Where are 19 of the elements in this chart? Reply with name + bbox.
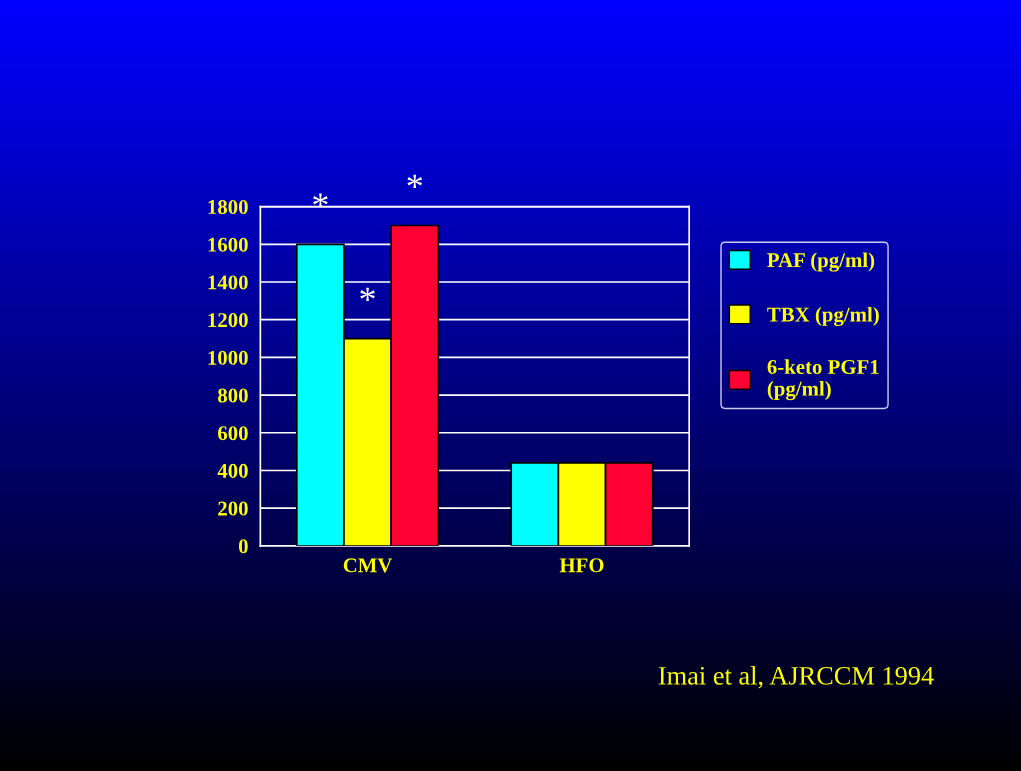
legend-label: PAF (pg/ml) xyxy=(767,252,875,272)
y-tick-label: 1200 xyxy=(208,313,248,328)
y-tick-label: 400 xyxy=(217,463,248,478)
y-tick-label: 1600 xyxy=(208,237,248,252)
y-tick-label: 0 xyxy=(238,539,248,554)
annotation: * xyxy=(313,193,328,207)
x-tick-label: CMV xyxy=(343,558,393,573)
y-tick-label: 1400 xyxy=(208,275,248,290)
y-tick-label: 200 xyxy=(218,501,248,516)
text: * xyxy=(407,174,423,188)
y-tick-label: 1000 xyxy=(208,350,248,365)
y-tick-label: 600 xyxy=(218,426,248,441)
x-tick-label: HFO xyxy=(559,558,604,573)
legend-label: 6-keto PGF1 (pg/ml) xyxy=(767,359,879,401)
annotation: * xyxy=(360,287,375,302)
y-tick-label: 1800 xyxy=(208,200,248,215)
text: Imai et al, AJRCCM 1994 xyxy=(658,666,934,689)
legend-label: TBX (pg/ml) xyxy=(767,306,879,326)
y-tick-label: 800 xyxy=(217,388,248,403)
